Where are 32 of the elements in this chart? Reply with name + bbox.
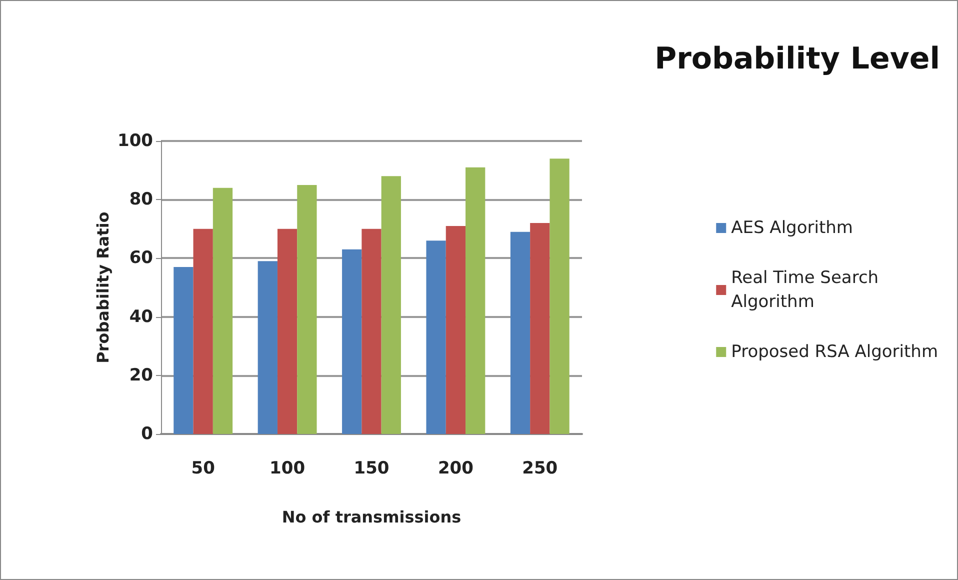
x-tick-label: 100 bbox=[270, 458, 306, 478]
bar bbox=[381, 176, 401, 434]
legend-label: Proposed RSA Algorithm bbox=[731, 342, 938, 362]
bar bbox=[297, 184, 317, 434]
bar bbox=[342, 249, 362, 434]
bar bbox=[212, 188, 233, 434]
y-tick-label: 40 bbox=[129, 306, 154, 327]
bar bbox=[277, 228, 298, 434]
bar bbox=[550, 158, 570, 434]
y-tick-label: 60 bbox=[129, 248, 154, 268]
y-tick-label: 100 bbox=[118, 131, 154, 151]
y-tick-label: 20 bbox=[129, 365, 154, 386]
y-tick-label: 80 bbox=[129, 190, 154, 210]
bar bbox=[258, 261, 278, 434]
x-tick-label: 250 bbox=[522, 458, 558, 478]
bar bbox=[446, 226, 466, 434]
bar bbox=[193, 228, 213, 434]
x-tick-label: 200 bbox=[438, 458, 474, 478]
text: Probability Level bbox=[654, 42, 940, 76]
x-tick-label: 50 bbox=[191, 458, 216, 478]
bar bbox=[510, 232, 530, 434]
bar bbox=[174, 266, 194, 434]
bar bbox=[362, 228, 382, 434]
y-tick-label: 0 bbox=[141, 424, 154, 444]
y-axis-title: Probability Ratio bbox=[94, 212, 112, 364]
bar bbox=[426, 240, 446, 434]
bar bbox=[530, 223, 550, 434]
legend-label: Real Time Search Algorithm bbox=[731, 268, 879, 312]
x-axis-title: No of transmissions bbox=[282, 508, 462, 526]
bar bbox=[466, 167, 486, 434]
legend-label: AES Algorithm bbox=[731, 218, 853, 238]
x-tick-label: 150 bbox=[354, 458, 390, 478]
